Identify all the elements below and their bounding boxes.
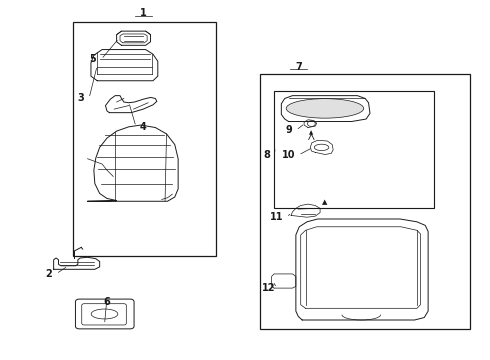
Text: 6: 6	[103, 297, 110, 307]
Text: 1: 1	[140, 8, 147, 18]
Text: 10: 10	[282, 150, 295, 160]
Text: 8: 8	[263, 150, 270, 160]
Text: 2: 2	[46, 269, 52, 279]
Text: 12: 12	[262, 283, 275, 293]
Text: 5: 5	[89, 54, 96, 64]
Text: 9: 9	[285, 125, 292, 135]
Ellipse shape	[286, 99, 364, 118]
Text: 3: 3	[77, 94, 84, 103]
Text: ▲: ▲	[309, 131, 314, 136]
Bar	[73, 22, 216, 256]
Text: 11: 11	[270, 212, 283, 222]
Bar	[260, 74, 470, 329]
Text: ▲: ▲	[322, 199, 328, 205]
Bar	[274, 91, 434, 208]
Text: 4: 4	[140, 122, 147, 132]
Text: 7: 7	[295, 62, 302, 72]
